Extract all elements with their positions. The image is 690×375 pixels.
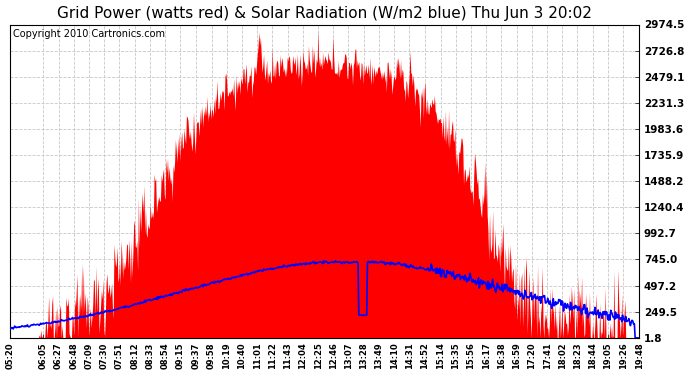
Title: Grid Power (watts red) & Solar Radiation (W/m2 blue) Thu Jun 3 20:02: Grid Power (watts red) & Solar Radiation… [57, 6, 592, 21]
Text: Copyright 2010 Cartronics.com: Copyright 2010 Cartronics.com [13, 29, 165, 39]
